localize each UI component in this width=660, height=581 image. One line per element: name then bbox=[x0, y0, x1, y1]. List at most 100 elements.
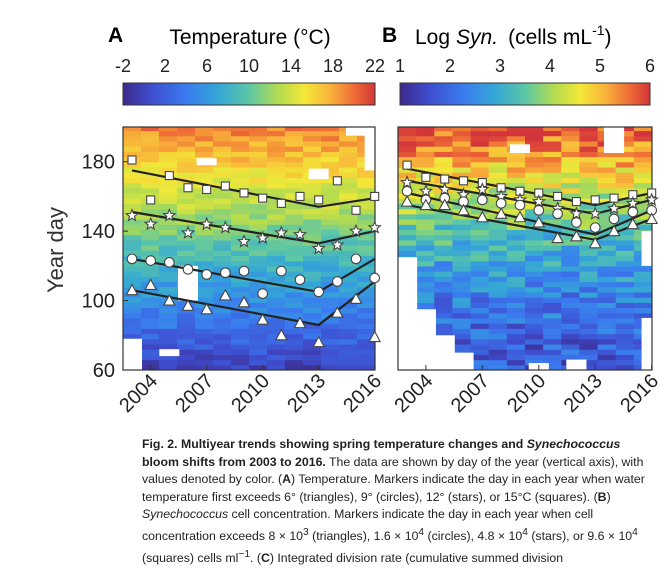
heatmap-cell bbox=[470, 307, 490, 314]
marker-star bbox=[124, 207, 140, 222]
heatmap-cell bbox=[267, 364, 286, 370]
marker-circle bbox=[257, 288, 269, 299]
heatmap-cell bbox=[213, 192, 232, 199]
heatmap-cell bbox=[285, 213, 304, 220]
marker-square bbox=[183, 183, 193, 193]
heatmap-cell bbox=[285, 291, 304, 298]
heatmap-cell bbox=[579, 187, 599, 194]
heatmap-cell bbox=[543, 198, 562, 204]
heatmap-cell bbox=[267, 297, 286, 303]
no-data-gap bbox=[509, 144, 531, 154]
heatmap-cell bbox=[285, 146, 304, 152]
heatmap-cell bbox=[339, 177, 358, 184]
heatmap-cell bbox=[159, 203, 178, 210]
heatmap-cell bbox=[321, 127, 340, 132]
heatmap-cell bbox=[561, 260, 581, 267]
heatmap-cell bbox=[633, 161, 652, 168]
heatmap-cell bbox=[321, 146, 340, 152]
heatmap-cell bbox=[525, 281, 544, 288]
no-data-gap bbox=[178, 265, 198, 301]
heatmap-cell bbox=[615, 245, 635, 251]
heatmap-cell bbox=[579, 265, 599, 272]
heatmap-cell bbox=[525, 312, 544, 319]
heatmap-cell bbox=[561, 286, 581, 293]
heatmap-cell bbox=[159, 182, 178, 189]
heatmap-cell bbox=[267, 192, 286, 199]
heatmap-cell bbox=[141, 161, 160, 168]
heatmap-cell bbox=[543, 250, 562, 257]
colorbar-a-tick-label: 2 bbox=[160, 56, 170, 76]
heatmap-cell bbox=[249, 354, 268, 361]
heatmap-cell bbox=[285, 338, 304, 345]
heatmap-cell bbox=[321, 323, 340, 329]
heatmap-cell bbox=[357, 333, 375, 340]
heatmap-cell bbox=[339, 250, 358, 257]
marker-star bbox=[162, 208, 177, 222]
heatmap-cell bbox=[159, 265, 178, 272]
heatmap-cell bbox=[267, 239, 286, 246]
heatmap-cell bbox=[543, 161, 562, 168]
marker-circle bbox=[126, 253, 138, 265]
heatmap-cell bbox=[398, 127, 417, 132]
marker-triangle bbox=[607, 224, 621, 237]
heatmap-cell bbox=[561, 182, 581, 189]
heatmap-cell bbox=[285, 203, 304, 210]
heatmap-cell bbox=[159, 140, 178, 147]
marker-triangle bbox=[218, 288, 232, 301]
heatmap-cell bbox=[470, 297, 490, 303]
x-tick-label: 2010 bbox=[227, 370, 274, 417]
y-tick-label: 100 bbox=[82, 291, 115, 313]
heatmap-cell bbox=[213, 140, 232, 147]
heatmap-cell bbox=[543, 260, 562, 267]
heatmap-cell bbox=[525, 328, 544, 335]
heatmap-cell bbox=[321, 192, 340, 199]
heatmap-cell bbox=[195, 203, 214, 210]
heatmap-cell bbox=[615, 255, 635, 262]
heatmap-cell bbox=[506, 276, 526, 283]
marker-triangle bbox=[330, 306, 344, 318]
heatmap-cell bbox=[141, 354, 160, 361]
marker-star bbox=[143, 216, 158, 231]
heatmap-cell bbox=[177, 130, 196, 137]
heatmap-cell bbox=[285, 140, 304, 147]
heatmap-cell bbox=[561, 245, 581, 251]
heatmap-cell bbox=[470, 333, 490, 340]
heatmap-cell bbox=[141, 130, 160, 137]
heatmap-cell bbox=[339, 166, 358, 173]
heatmap-cell bbox=[267, 172, 286, 178]
heatmap-cell bbox=[141, 333, 160, 340]
heatmap-cell bbox=[633, 265, 652, 272]
heatmap-cell bbox=[249, 307, 268, 314]
marker-circle bbox=[514, 199, 526, 211]
y-tick-label: 180 bbox=[82, 152, 115, 174]
heatmap-cell bbox=[213, 281, 232, 288]
marker-square bbox=[258, 193, 268, 203]
heatmap-cell bbox=[231, 359, 250, 366]
heatmap-cell bbox=[231, 291, 250, 298]
heatmap-cell bbox=[267, 307, 286, 314]
heatmap-cell bbox=[488, 151, 508, 158]
heatmap-cell bbox=[470, 224, 490, 231]
heatmap-cell bbox=[231, 333, 250, 340]
heatmap-cell bbox=[561, 166, 581, 173]
heatmap-cell bbox=[249, 177, 268, 184]
heatmap-cell bbox=[615, 333, 635, 340]
heatmap-cell bbox=[141, 338, 160, 345]
heatmap-cell bbox=[561, 192, 581, 199]
marker-square bbox=[276, 198, 286, 208]
heatmap-cell bbox=[470, 291, 490, 298]
heatmap-cell bbox=[195, 328, 214, 335]
marker-square bbox=[458, 176, 469, 186]
heatmap-cell bbox=[267, 250, 286, 257]
heatmap-cell bbox=[249, 260, 268, 267]
heatmap-cell bbox=[195, 234, 214, 241]
heatmap-cell bbox=[506, 255, 526, 262]
heatmap-cell bbox=[597, 354, 617, 361]
heatmap-cell bbox=[615, 177, 635, 184]
heatmap-cell bbox=[303, 208, 322, 215]
heatmap-cell bbox=[249, 286, 268, 293]
heatmap-cell bbox=[231, 146, 250, 152]
heatmap-cell bbox=[159, 250, 178, 257]
heatmap-cell bbox=[579, 255, 599, 262]
heatmap-cell bbox=[195, 302, 214, 309]
